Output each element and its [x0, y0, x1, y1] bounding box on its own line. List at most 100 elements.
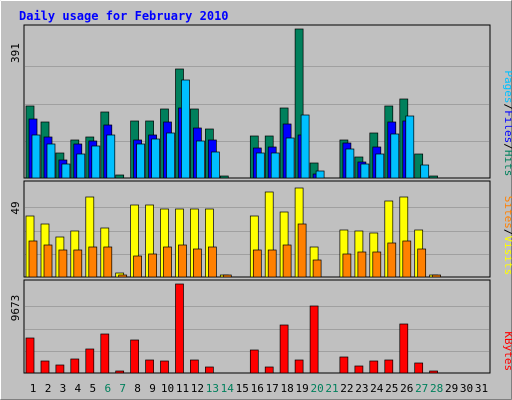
x-tick-label: 11: [176, 382, 189, 395]
x-tick-label: 25: [385, 382, 398, 395]
bar-kbytes-day-27: [414, 362, 424, 374]
bar-kbytes-day-4: [70, 358, 80, 374]
bar-pages-day-3: [61, 163, 71, 179]
bar-kbytes-day-7: [115, 370, 125, 374]
bar-sites-day-6: [103, 246, 113, 278]
bar-kbytes-day-26: [399, 323, 409, 374]
bar-kbytes-day-25: [384, 359, 394, 374]
bar-pages-day-10: [166, 132, 175, 179]
axis-labels: 391Pages/Files/Hits49Sites/Visits9673KBy…: [9, 43, 512, 395]
bar-sites-day-13: [208, 246, 217, 278]
x-tick-label: 24: [370, 382, 384, 395]
bar-sites-day-1: [28, 240, 38, 278]
x-tick-label: 9: [149, 382, 156, 395]
legend-part: Sites: [502, 196, 512, 229]
x-tick-label: 27: [415, 382, 428, 395]
bar-pages-day-11: [181, 79, 190, 179]
legend-part: Pages: [502, 70, 512, 103]
x-tick-label: 30: [460, 382, 473, 395]
legend-part: /: [502, 104, 512, 111]
x-tick-label: 29: [445, 382, 458, 395]
legend-part: KBytes: [502, 331, 512, 371]
bar-kbytes-day-9: [145, 359, 154, 374]
x-tick-label: 21: [325, 382, 338, 395]
bar-sites-day-9: [148, 253, 157, 278]
bar-pages-day-23: [360, 163, 370, 179]
bar-pages-day-13: [211, 151, 220, 179]
bar-kbytes-day-2: [40, 360, 50, 374]
bar-sites-day-28: [432, 274, 441, 278]
bar-pages-day-18: [285, 137, 295, 179]
bar-sites-day-7: [118, 274, 128, 278]
bar-sites-day-14: [222, 274, 232, 278]
legend-label-2: Sites/Visits: [502, 196, 512, 275]
bar-hits-day-14: [219, 175, 229, 179]
bar-pages-day-27: [420, 164, 430, 179]
bar-pages-day-8: [136, 143, 145, 179]
legend-label-1: Pages/Files/Hits: [502, 70, 512, 176]
x-tick-label: 7: [119, 382, 126, 395]
bar-pages-day-17: [270, 152, 280, 179]
x-tick-label: 6: [104, 382, 111, 395]
x-tick-label: 18: [280, 382, 293, 395]
bar-kbytes-day-1: [25, 337, 35, 374]
bar-sites-day-2: [43, 244, 53, 278]
bar-pages-day-20: [315, 170, 325, 179]
bar-kbytes-day-19: [294, 359, 304, 374]
bar-pages-day-9: [151, 138, 160, 179]
x-tick-label: 3: [60, 382, 67, 395]
x-tick-label: 28: [430, 382, 443, 395]
legend-part: Hits: [502, 150, 512, 177]
bar-pages-day-4: [76, 153, 86, 179]
bar-hits-day-7: [115, 174, 125, 179]
bar-sites-day-12: [193, 248, 202, 278]
x-tick-label: 4: [74, 382, 81, 395]
bar-kbytes-day-17: [264, 366, 274, 374]
bar-sites-day-5: [88, 246, 98, 278]
bar-pages-day-22: [345, 148, 355, 179]
ymax-label-3: 9673: [9, 295, 22, 322]
legend-part: Visits: [502, 236, 512, 276]
bar-kbytes-day-10: [160, 360, 169, 374]
bar-pages-day-25: [390, 133, 400, 179]
legend-part: /: [502, 143, 512, 150]
bar-kbytes-day-3: [55, 364, 65, 374]
x-tick-label: 14: [221, 382, 235, 395]
bar-sites-day-18: [282, 244, 292, 278]
bar-pages-day-26: [405, 115, 415, 179]
bar-sites-day-22: [342, 253, 352, 278]
chart-title: Daily usage for February 2010: [19, 9, 229, 23]
bar-kbytes-day-6: [100, 333, 110, 374]
bar-kbytes-day-13: [205, 366, 214, 374]
bar-kbytes-day-12: [190, 359, 199, 374]
x-tick-label: 5: [89, 382, 96, 395]
x-tick-label: 16: [251, 382, 264, 395]
bar-kbytes-day-5: [85, 348, 95, 374]
ymax-label-1: 391: [9, 43, 22, 63]
bar-sites-day-8: [133, 255, 142, 278]
bar-kbytes-day-24: [369, 360, 379, 374]
bar-kbytes-day-22: [339, 356, 349, 374]
ymax-label-2: 49: [9, 201, 22, 214]
bar-sites-day-11: [178, 244, 187, 278]
bar-sites-day-19: [297, 223, 307, 278]
bar-pages-day-1: [31, 134, 41, 179]
bar-pages-day-19: [300, 114, 310, 179]
bar-sites-day-26: [402, 240, 412, 278]
bar-pages-day-16: [255, 152, 265, 179]
bar-kbytes-day-23: [354, 365, 364, 374]
bar-sites-day-16: [252, 249, 262, 278]
bar-kbytes-day-8: [130, 339, 139, 374]
legend-part: /: [502, 229, 512, 236]
x-tick-label: 8: [134, 382, 141, 395]
x-tick-label: 26: [400, 382, 413, 395]
legend-part: Files: [502, 110, 512, 143]
x-tick-label: 13: [206, 382, 219, 395]
bar-kbytes-day-28: [429, 370, 438, 374]
bar-sites-day-4: [73, 249, 83, 278]
bar-sites-day-20: [312, 259, 322, 278]
x-tick-label: 12: [191, 382, 204, 395]
bar-pages-day-6: [106, 134, 116, 179]
